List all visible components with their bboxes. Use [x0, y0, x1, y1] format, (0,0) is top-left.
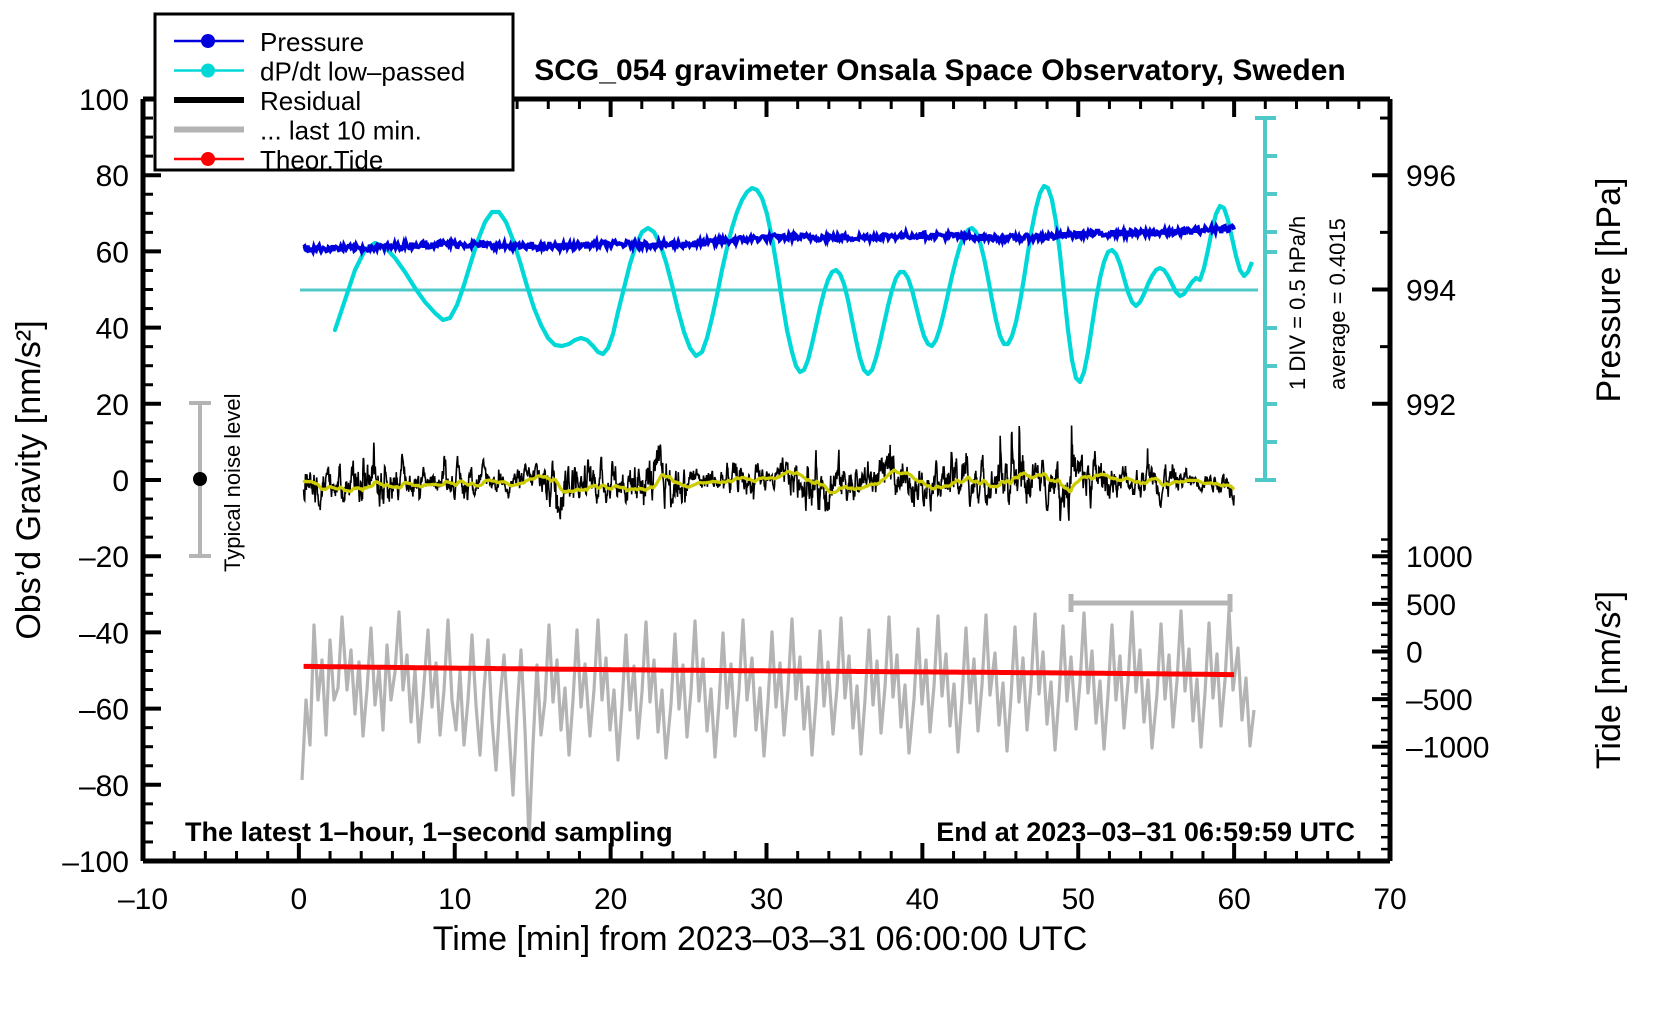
- legend-label: Theor.Tide: [260, 145, 383, 175]
- legend-item: Theor.Tide: [174, 145, 383, 175]
- chart-title: SCG_054 gravimeter Onsala Space Observat…: [534, 54, 1346, 87]
- legend-label: ... last 10 min.: [260, 116, 422, 146]
- y-tick-label: 0: [112, 465, 129, 498]
- sampling-note: The latest 1–hour, 1–second sampling: [185, 817, 673, 847]
- legend-marker: [201, 34, 215, 48]
- pressure-scale-average-label: average = 0.4015: [1325, 218, 1350, 390]
- series-theor-tide: [303, 663, 1235, 678]
- y-tick-label: 60: [96, 236, 129, 269]
- x-tick-label: 30: [750, 883, 783, 916]
- typical-noise-level-marker: [193, 472, 207, 486]
- tide-axis-tick-labels: 1000 500 0 –500 –1000: [1406, 541, 1489, 765]
- x-axis-tick-labels: –10 0 10 20 30 40 50 60 70: [118, 883, 1407, 916]
- y-tick-label: 100: [79, 84, 129, 117]
- x-axis-title: Time [min] from 2023–03–31 06:00:00 UTC: [433, 920, 1088, 958]
- pressure-axis-title: Pressure [hPa]: [1590, 178, 1628, 403]
- pressure-tick-label: 996: [1406, 160, 1456, 193]
- legend-item: Pressure: [174, 27, 364, 57]
- series-residual: [302, 425, 1235, 522]
- series-dpdt-tail: [1198, 203, 1254, 281]
- tide-tick-label: –500: [1406, 684, 1473, 717]
- y-tick-label: 80: [96, 160, 129, 193]
- pressure-axis-ticks: [1372, 116, 1390, 406]
- series-residual-smoothed: [302, 468, 1236, 495]
- typical-noise-level-label: Typical noise level: [220, 393, 245, 572]
- legend-item: ... last 10 min.: [174, 116, 422, 146]
- legend-item: Residual: [174, 86, 361, 116]
- series-pressure: [302, 219, 1236, 258]
- legend-label: dP/dt low–passed: [260, 57, 465, 87]
- pressure-scale-div-label: 1 DIV = 0.5 hPa/h: [1285, 216, 1310, 390]
- pressure-axis-tick-labels: 992 994 996: [1406, 160, 1456, 422]
- y-axis-tick-labels: –100 –80 –60 –40 –20 0 20 40 60 80 100: [62, 84, 129, 879]
- x-tick-label: 10: [438, 883, 471, 916]
- grey-scale-bar: [1068, 594, 1233, 612]
- y-tick-label: 20: [96, 389, 129, 422]
- y-axis-title: Obs’d Gravity [nm/s²]: [10, 320, 48, 639]
- tide-tick-label: 1000: [1406, 541, 1473, 574]
- tide-tick-label: –1000: [1406, 732, 1489, 765]
- cyan-scale-bar: [1255, 116, 1277, 482]
- tide-tick-label: 500: [1406, 589, 1456, 622]
- series-last10-min: [300, 608, 1256, 842]
- x-tick-label: 20: [594, 883, 627, 916]
- series-dpdt-lowpassed: [332, 183, 1203, 385]
- y-tick-label: –20: [79, 541, 129, 574]
- end-time-note: End at 2023–03–31 06:59:59 UTC: [936, 817, 1355, 847]
- x-tick-label: 40: [906, 883, 939, 916]
- y-tick-label: –80: [79, 770, 129, 803]
- tide-axis-ticks: [1372, 538, 1390, 863]
- y-axis-major-ticks: [143, 97, 161, 863]
- x-tick-label: –10: [118, 883, 168, 916]
- y-tick-label: –40: [79, 617, 129, 650]
- y-tick-label: –60: [79, 694, 129, 727]
- pressure-tick-label: 994: [1406, 275, 1456, 308]
- y-tick-label: 40: [96, 313, 129, 346]
- y-tick-label: –100: [62, 846, 129, 879]
- legend-label: Pressure: [260, 27, 364, 57]
- x-tick-label: 0: [291, 883, 308, 916]
- y-axis-minor-ticks: [143, 116, 153, 844]
- tide-axis-title: Tide [nm/s²]: [1590, 591, 1628, 769]
- tide-tick-label: 0: [1406, 636, 1423, 669]
- x-tick-label: 60: [1217, 883, 1250, 916]
- data-layer: [300, 183, 1258, 842]
- pressure-tick-label: 992: [1406, 389, 1456, 422]
- x-tick-label: 50: [1062, 883, 1095, 916]
- legend-marker: [201, 63, 215, 78]
- legend-marker: [201, 152, 215, 166]
- x-axis-minor-ticks: [172, 99, 1361, 861]
- x-tick-label: 70: [1373, 883, 1406, 916]
- legend-label: Residual: [260, 86, 361, 116]
- legend-item: dP/dt low–passed: [174, 57, 465, 87]
